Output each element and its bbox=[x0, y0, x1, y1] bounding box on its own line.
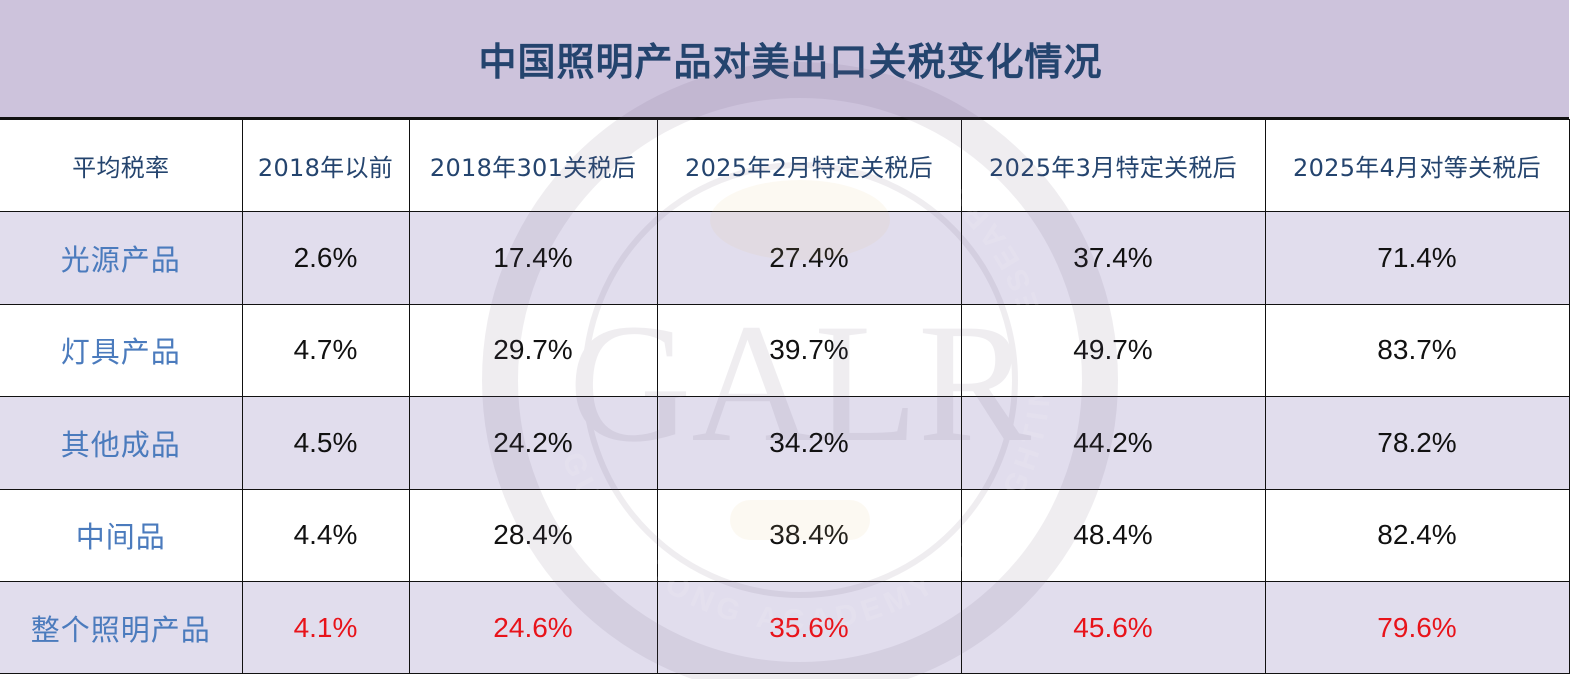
column-header-2025-apr: 2025年4月对等关税后 bbox=[1264, 118, 1570, 213]
table-row: 其他成品 4.5% 24.2% 34.2% 44.2% 78.2% bbox=[0, 396, 1570, 490]
table-cell-total: 45.6% bbox=[960, 580, 1266, 675]
column-header-2018-301: 2018年301关税后 bbox=[408, 118, 658, 213]
header-row: 平均税率 2018年以前 2018年301关税后 2025年2月特定关税后 20… bbox=[0, 118, 1570, 213]
table-cell: 39.7% bbox=[656, 303, 962, 398]
page-title: 中国照明产品对美出口关税变化情况 bbox=[478, 40, 1103, 84]
table-cell-total: 35.6% bbox=[656, 580, 962, 675]
column-header-2025-feb: 2025年2月特定关税后 bbox=[656, 118, 962, 213]
title-band: 中国照明产品对美出口关税变化情况 bbox=[0, 0, 1569, 119]
row-label: 中间品 bbox=[0, 488, 243, 582]
table-cell: 17.4% bbox=[408, 211, 658, 305]
table-cell: 4.5% bbox=[241, 396, 410, 490]
column-header-2025-mar: 2025年3月特定关税后 bbox=[960, 118, 1266, 213]
tariff-table: 平均税率 2018年以前 2018年301关税后 2025年2月特定关税后 20… bbox=[0, 118, 1570, 675]
table-cell: 48.4% bbox=[960, 488, 1266, 582]
row-label: 其他成品 bbox=[0, 396, 243, 490]
column-header-pre-2018: 2018年以前 bbox=[241, 118, 410, 213]
row-label: 光源产品 bbox=[0, 211, 243, 305]
table-cell: 37.4% bbox=[960, 211, 1266, 305]
table-cell: 71.4% bbox=[1264, 211, 1570, 305]
table-cell: 44.2% bbox=[960, 396, 1266, 490]
table-cell: 28.4% bbox=[408, 488, 658, 582]
table-cell-total: 24.6% bbox=[408, 580, 658, 675]
table-cell: 24.2% bbox=[408, 396, 658, 490]
table-row: 光源产品 2.6% 17.4% 27.4% 37.4% 71.4% bbox=[0, 211, 1570, 305]
table-cell: 27.4% bbox=[656, 211, 962, 305]
table-row: 灯具产品 4.7% 29.7% 39.7% 49.7% 83.7% bbox=[0, 303, 1570, 398]
table-cell: 29.7% bbox=[408, 303, 658, 398]
table-cell-total: 4.1% bbox=[241, 580, 410, 675]
table-cell: 82.4% bbox=[1264, 488, 1570, 582]
table-cell: 34.2% bbox=[656, 396, 962, 490]
row-label-total: 整个照明产品 bbox=[0, 580, 243, 675]
table-cell: 2.6% bbox=[241, 211, 410, 305]
table-row-total: 整个照明产品 4.1% 24.6% 35.6% 45.6% 79.6% bbox=[0, 580, 1570, 675]
table-row: 中间品 4.4% 28.4% 38.4% 48.4% 82.4% bbox=[0, 488, 1570, 582]
table-cell: 4.7% bbox=[241, 303, 410, 398]
row-label: 灯具产品 bbox=[0, 303, 243, 398]
column-header-category: 平均税率 bbox=[0, 118, 243, 213]
table-cell: 4.4% bbox=[241, 488, 410, 582]
table-cell: 49.7% bbox=[960, 303, 1266, 398]
table-cell: 83.7% bbox=[1264, 303, 1570, 398]
table-cell: 38.4% bbox=[656, 488, 962, 582]
table-cell-total: 79.6% bbox=[1264, 580, 1570, 675]
table-cell: 78.2% bbox=[1264, 396, 1570, 490]
